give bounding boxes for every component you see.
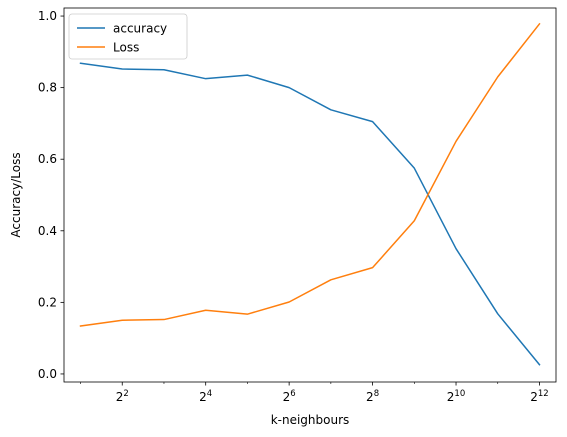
x-tick-label: 210 <box>447 389 465 404</box>
series-layer <box>79 22 541 366</box>
legend-label-accuracy: accuracy <box>113 22 167 36</box>
legend: accuracy Loss <box>68 13 188 60</box>
series-line-accuracy <box>79 62 541 366</box>
y-tick-label: 0.2 <box>38 295 57 309</box>
y-tick-label: 1.0 <box>38 9 57 23</box>
y-tick-label: 0.6 <box>38 152 57 166</box>
plot-frame <box>63 7 557 383</box>
y-tick-label: 0.4 <box>38 224 57 238</box>
x-axis-label: k-neighbours <box>271 413 350 427</box>
axes-layer: 22 24 26 28 210 212 0.0 0.2 0.4 0.6 0.8 1.0 <box>38 7 557 404</box>
y-tick-label: 0.0 <box>38 367 57 381</box>
x-tick-label: 24 <box>199 389 212 404</box>
x-tick-label: 22 <box>116 389 129 404</box>
y-axis-label: Accuracy/Loss <box>9 152 23 237</box>
x-tick-label: 26 <box>283 389 296 404</box>
series-line-loss <box>79 22 541 327</box>
x-tick-label: 28 <box>366 389 379 404</box>
y-tick-label: 0.8 <box>38 81 57 95</box>
legend-label-loss: Loss <box>113 41 139 55</box>
x-tick-label: 212 <box>530 389 548 404</box>
